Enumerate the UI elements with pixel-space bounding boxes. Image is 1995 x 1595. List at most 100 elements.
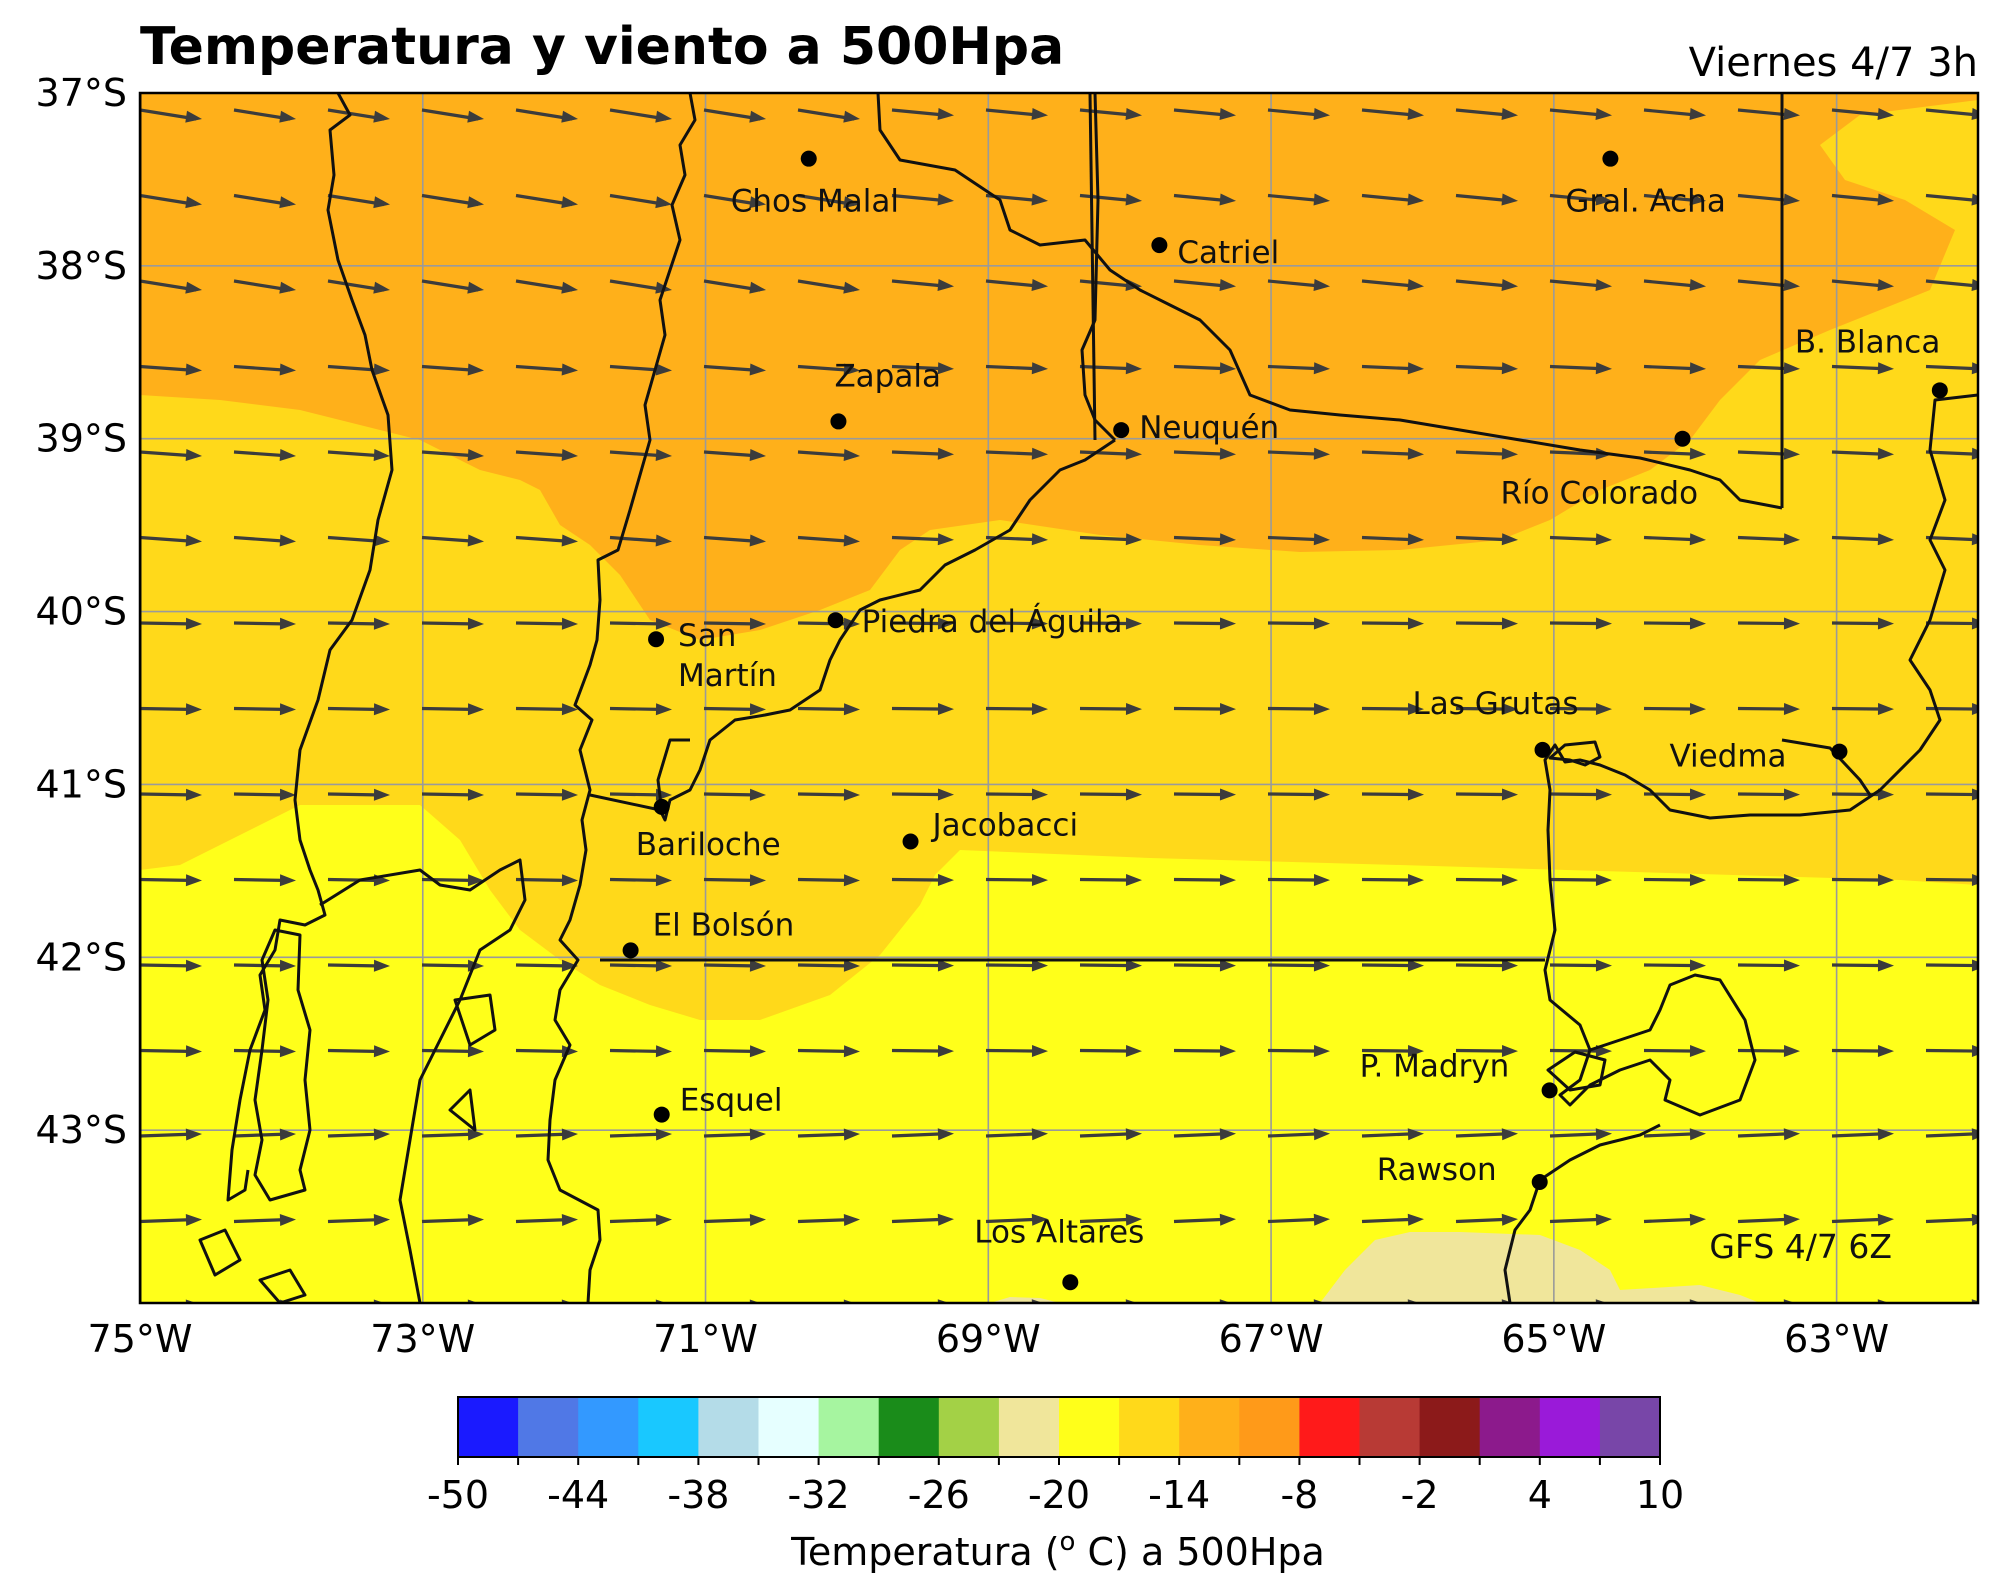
wind-arrow — [1361, 959, 1424, 972]
wind-arrow — [327, 703, 390, 716]
wind-arrow — [327, 448, 390, 461]
wind-arrow — [515, 1214, 578, 1227]
peninsula-valdes-north — [1546, 1050, 1607, 1092]
wind-arrow — [1173, 362, 1236, 375]
wind-arrow — [1737, 533, 1800, 546]
wind-arrow — [515, 1128, 578, 1141]
wind-arrow — [233, 874, 296, 887]
city-zapala: Zapala — [830, 358, 941, 430]
wind-arrow — [1455, 447, 1518, 460]
city-dot — [1534, 741, 1551, 758]
wind-arrow — [1361, 1128, 1424, 1141]
wind-arrow — [985, 959, 1048, 972]
city-san-mart-n: San Martín — [648, 618, 777, 694]
city-r-o-colorado: Río Colorado — [1501, 430, 1698, 512]
wind-arrow — [1267, 1213, 1330, 1226]
wind-arrow — [797, 1214, 860, 1227]
wind-arrow — [891, 788, 954, 801]
wind-arrow — [515, 703, 578, 716]
map-area — [140, 93, 1978, 1303]
city-viedma: Viedma — [1669, 739, 1848, 775]
colorbar-label: Temperatura (o C) a 500Hpa — [790, 1527, 1325, 1574]
colorbar-tick-labels: -50 -44 -38 -32 -26 -20 -14 -8 -2 4 10 — [427, 1473, 1684, 1517]
wind-arrow — [703, 1045, 766, 1058]
wind-arrow — [421, 363, 484, 376]
wind-arrow — [1549, 362, 1612, 375]
wind-arrow — [1831, 279, 1894, 291]
wind-arrow — [1079, 362, 1142, 375]
lat-tick-label: 38°S — [36, 244, 127, 288]
wind-arrow — [421, 1128, 484, 1141]
wind-arrow — [1361, 1213, 1424, 1226]
wind-arrow — [233, 617, 296, 630]
wind-arrow — [703, 448, 766, 461]
colorbar-swatch — [1179, 1397, 1240, 1457]
lat-tick-label: 43°S — [36, 1108, 127, 1152]
wind-arrow — [797, 193, 860, 209]
colorbar-swatch — [998, 1397, 1060, 1457]
wind-arrow — [233, 788, 296, 801]
city-dot — [653, 798, 670, 815]
coastlines-and-borders — [140, 93, 1978, 1303]
map-title: Temperatura y viento a 500Hpa — [140, 17, 1064, 77]
lat-tick-label: 41°S — [36, 762, 127, 806]
wind-arrow — [1455, 108, 1518, 120]
wind-arrow — [703, 703, 766, 716]
city-label: Esquel — [680, 1083, 783, 1119]
wind-arrow — [1643, 1213, 1706, 1226]
city-markers: Chos Malal Gral. Acha Catriel Zapala Neuquén… — [622, 150, 1948, 1291]
wind-arrow — [140, 703, 202, 716]
wind-arrow — [1737, 702, 1800, 715]
lon-tick-label: 71°W — [653, 1317, 758, 1361]
wind-arrow — [140, 1214, 202, 1227]
wind-arrow — [1737, 279, 1800, 291]
wind-arrow — [609, 703, 672, 716]
wind-arrow — [1455, 1213, 1518, 1226]
wind-arrow — [985, 1044, 1048, 1057]
wind-arrow — [985, 702, 1048, 715]
chile-pacific-coast — [140, 93, 394, 1303]
wind-arrow — [233, 363, 296, 376]
wind-arrow — [327, 788, 390, 801]
colorbar-swatch — [698, 1397, 759, 1457]
lon-tick-label: 67°W — [1219, 1317, 1324, 1361]
wind-arrow — [1643, 1128, 1706, 1141]
wind-arrow — [703, 1214, 766, 1227]
wind-arrow — [140, 279, 202, 294]
map-frame — [138, 91, 1980, 1305]
city-dot — [653, 1106, 670, 1123]
wind-arrow — [1737, 447, 1800, 460]
temperature-field — [140, 93, 1978, 1303]
wind-arrow — [1549, 108, 1612, 120]
city-label: Neuquén — [1139, 410, 1279, 446]
wind-arrow — [1361, 1044, 1424, 1057]
wind-arrow — [1643, 362, 1706, 375]
wind-arrow — [1831, 1044, 1894, 1057]
wind-arrow — [891, 1044, 954, 1057]
buenos-aires-border — [1780, 93, 1872, 796]
colorbar-swatch — [818, 1397, 880, 1457]
lon-tick-label: 65°W — [1501, 1317, 1606, 1361]
model-run-label: GFS 4/7 6Z — [1709, 1227, 1892, 1266]
wind-arrow — [1831, 702, 1894, 715]
colorbar-swatch — [518, 1397, 579, 1457]
wind-arrow — [1831, 617, 1894, 630]
wind-arrow — [327, 108, 390, 123]
wind-arrow — [797, 874, 860, 887]
wind-arrow — [985, 873, 1048, 886]
wind-arrow — [233, 279, 296, 294]
city-el-bols-n: El Bolsón — [622, 907, 794, 959]
wind-arrow — [1455, 279, 1518, 291]
lon-tick-label: 69°W — [936, 1317, 1041, 1361]
wind-arrow — [1925, 1213, 1978, 1226]
wind-arrow — [1643, 702, 1706, 715]
wind-arrow — [421, 279, 484, 294]
temp-band-minus-26-to-23 — [1320, 1232, 1760, 1303]
colorbar-swatch — [1239, 1397, 1300, 1457]
wind-arrow — [1455, 959, 1518, 972]
wind-arrow — [1549, 193, 1612, 206]
wind-arrow — [1925, 193, 1978, 206]
wind-arrow — [1267, 108, 1330, 120]
city-label: Los Altares — [974, 1214, 1144, 1250]
wind-arrow — [1361, 617, 1424, 630]
